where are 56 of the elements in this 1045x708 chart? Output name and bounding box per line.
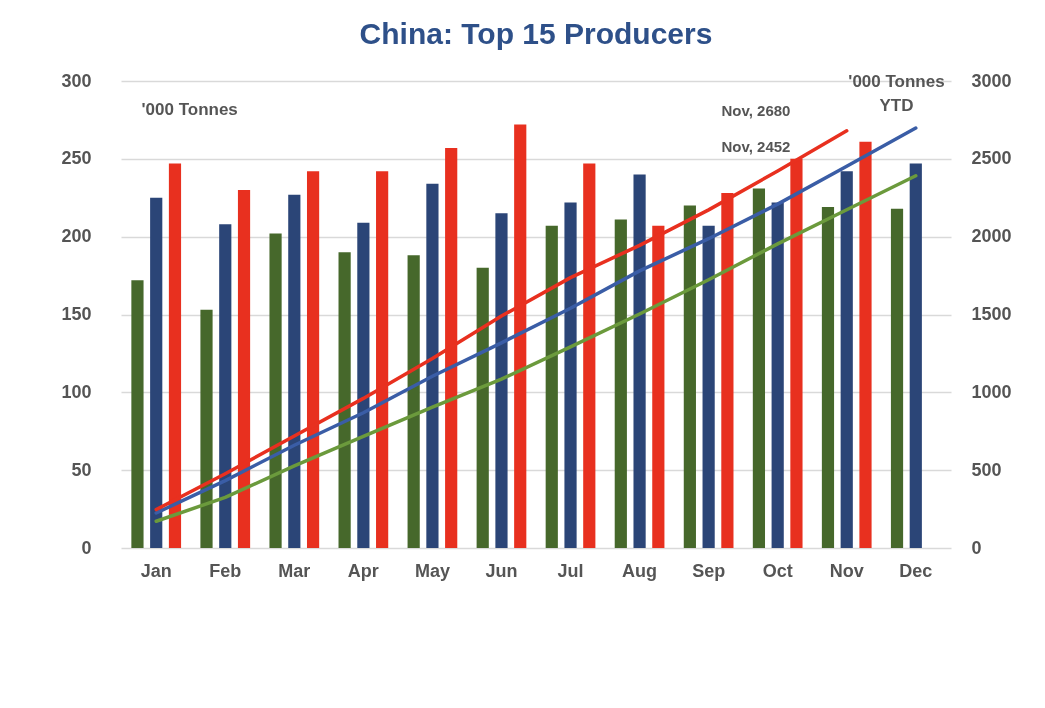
x-tick-label: Sep (692, 560, 726, 581)
y2-tick-label: 2000 (971, 226, 1012, 247)
bar (752, 188, 766, 548)
y2-tick-label: 3000 (971, 70, 1012, 91)
y2-tick-label: 500 (971, 459, 1002, 480)
bar (200, 309, 213, 548)
bar (821, 207, 835, 548)
y2-tick-label: 0 (971, 537, 982, 558)
bar (564, 202, 577, 548)
bar (357, 222, 370, 548)
bar (150, 197, 163, 548)
bar (614, 219, 627, 548)
bar (407, 255, 420, 548)
y-tick-label: 300 (61, 70, 92, 91)
bar (269, 233, 282, 548)
y-tick-label: 0 (81, 537, 92, 558)
annotation: Nov, 2452 (721, 138, 791, 155)
bar (131, 280, 144, 548)
bar (426, 183, 439, 548)
y2-tick-label: 1500 (971, 304, 1012, 324)
bar (859, 141, 872, 548)
y-tick-label: 100 (61, 381, 92, 402)
y-tick-label: 150 (61, 304, 92, 324)
y-tick-label: 50 (71, 459, 92, 480)
annotation: Nov, 2680 (721, 102, 791, 119)
x-tick-label: Dec (899, 560, 933, 581)
bar (683, 205, 696, 548)
chart-title: China: Top 15 Producers (359, 17, 713, 50)
bar (840, 171, 853, 548)
x-tick-label: Jan (140, 560, 172, 581)
bar (633, 174, 646, 548)
x-tick-label: Feb (209, 560, 242, 581)
bar (338, 252, 351, 548)
y-tick-label: 200 (61, 226, 92, 247)
x-tick-label: Jul (557, 560, 584, 581)
y2-tick-label: 1000 (971, 381, 1012, 402)
y-axis-title: '000 Tonnes (141, 99, 238, 119)
bar (495, 213, 508, 548)
x-tick-label: Nov (829, 560, 864, 581)
bar (545, 225, 558, 548)
x-tick-label: Aug (622, 560, 658, 581)
x-tick-label: Apr (347, 560, 379, 581)
x-tick-label: Jun (485, 560, 518, 581)
bar (771, 202, 784, 548)
bar (219, 224, 232, 548)
bar (476, 267, 489, 548)
x-tick-label: Oct (762, 560, 793, 581)
y2-axis-title: '000 Tonnes YTD (848, 71, 945, 115)
bar (288, 194, 301, 548)
y-tick-label: 250 (61, 148, 92, 169)
x-tick-label: Mar (278, 560, 311, 581)
x-tick-label: May (414, 560, 450, 581)
bar (702, 225, 715, 548)
y2-tick-label: 2500 (971, 148, 1012, 169)
bar (909, 163, 922, 548)
bar (890, 208, 904, 548)
